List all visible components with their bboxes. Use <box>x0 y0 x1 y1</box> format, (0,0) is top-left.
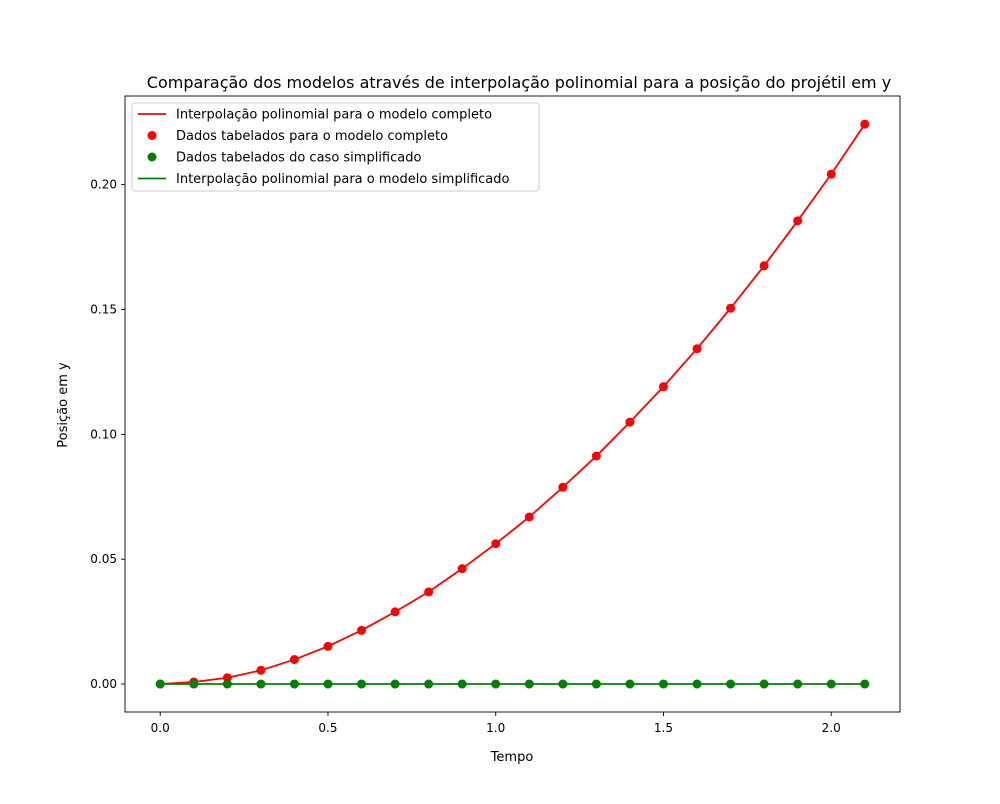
data-point-dados-tabelados-para-o-modelo-completo <box>759 261 769 271</box>
legend-swatch-dados-tabelados-do-caso-simplificado <box>147 152 157 162</box>
data-point-dados-tabelados-para-o-modelo-completo <box>625 417 635 427</box>
legend-label-dados-tabelados-para-o-modelo-completo: Dados tabelados para o modelo completo <box>176 129 448 144</box>
data-point-dados-tabelados-para-o-modelo-completo <box>323 641 333 651</box>
legend-swatch-dados-tabelados-para-o-modelo-completo <box>147 131 157 140</box>
axes: 0.0 0.5 1.0 1.5 2.0 0.00 0.05 0.10 0.15 0.20 <box>90 95 901 735</box>
data-point-dados-tabelados-para-o-modelo-completo <box>826 169 836 179</box>
data-point-dados-tabelados-para-o-modelo-completo <box>860 119 870 129</box>
y-tick-label: 0.15 <box>90 302 117 316</box>
data-point-dados-tabelados-para-o-modelo-completo <box>558 482 568 492</box>
data-point-dados-tabelados-para-o-modelo-completo <box>424 587 434 597</box>
y-axis-label: Posição em y <box>56 362 71 448</box>
x-tick-label: 0.0 <box>151 721 170 735</box>
data-point-dados-tabelados-para-o-modelo-completo <box>222 673 232 683</box>
chart-title: Comparação dos modelos através de interp… <box>147 73 891 92</box>
legend: Interpolação polinomial para o modelo co… <box>131 102 540 192</box>
x-tick-label: 0.5 <box>318 721 337 735</box>
data-point-dados-tabelados-para-o-modelo-completo <box>390 607 400 617</box>
data-point-dados-tabelados-para-o-modelo-completo <box>289 655 299 665</box>
legend-label-dados-tabelados-do-caso-simplificado: Dados tabelados do caso simplificado <box>176 151 421 166</box>
legend-label-interpolacao-polinomial-para-o-modelo-completo: Interpolação polinomial para o modelo co… <box>176 108 492 123</box>
plot-area <box>155 119 870 689</box>
y-tick-label: 0.10 <box>90 427 117 441</box>
y-tick-label: 0.05 <box>90 552 117 566</box>
data-point-dados-tabelados-para-o-modelo-completo <box>658 382 668 392</box>
data-point-dados-tabelados-para-o-modelo-completo <box>524 512 534 522</box>
legend-box <box>131 102 540 192</box>
data-point-dados-tabelados-para-o-modelo-completo <box>357 625 367 635</box>
series-line-interpolacao-polinomial-para-o-modelo-completo <box>160 123 866 685</box>
y-tick-label: 0.00 <box>90 677 117 691</box>
data-point-dados-tabelados-para-o-modelo-completo <box>457 564 467 574</box>
data-point-dados-tabelados-para-o-modelo-completo <box>726 303 736 313</box>
x-tick-label: 1.5 <box>654 721 673 735</box>
data-point-dados-tabelados-para-o-modelo-completo <box>692 344 702 354</box>
x-axis-label: Tempo <box>490 750 534 765</box>
axes-frame <box>124 95 901 713</box>
y-tick-label: 0.20 <box>90 178 117 192</box>
data-point-dados-tabelados-para-o-modelo-completo <box>256 665 266 675</box>
x-tick-label: 1.0 <box>486 721 505 735</box>
legend-label-interpolacao-polinomial-para-o-modelo-simplificado: Interpolação polinomial para o modelo si… <box>176 172 509 187</box>
data-point-dados-tabelados-para-o-modelo-completo <box>491 539 501 549</box>
data-point-dados-tabelados-para-o-modelo-completo <box>793 216 803 226</box>
x-tick-label: 2.0 <box>822 721 841 735</box>
data-point-dados-tabelados-para-o-modelo-completo <box>591 451 601 461</box>
